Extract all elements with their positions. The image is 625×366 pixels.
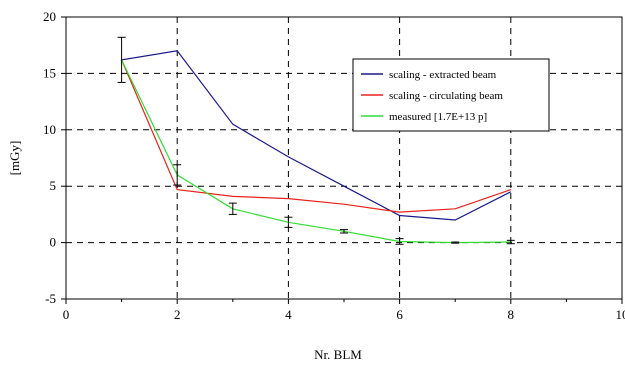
y-tick-label: 5 (50, 178, 57, 193)
series-line-1 (121, 59, 511, 213)
legend-box (352, 58, 550, 132)
error-bars (117, 36, 515, 245)
legend-label-circulating: scaling - circulating beam (389, 90, 503, 102)
x-tick-label: 0 (63, 307, 70, 322)
y-tick-label: 20 (43, 9, 56, 24)
x-axis-title: Nr. BLM (314, 347, 362, 362)
x-tick-label: 6 (396, 307, 403, 322)
y-tick-label: 10 (43, 122, 56, 137)
y-tick-label: -5 (45, 291, 56, 306)
axis-ticks: 0 2 4 6 8 10 -5 0 5 10 15 20 (43, 9, 625, 322)
series (121, 50, 512, 244)
y-tick-label: 15 (43, 65, 56, 80)
y-axis-title: [mGy] (7, 141, 22, 176)
legend: scaling - extracted beam scaling - circu… (352, 58, 550, 132)
series-line-0 (121, 50, 512, 221)
x-tick-label: 4 (285, 307, 292, 322)
x-tick-label: 10 (616, 307, 625, 322)
x-tick-label: 8 (508, 307, 515, 322)
y-tick-label: 0 (50, 235, 57, 250)
legend-label-extracted: scaling - extracted beam (389, 69, 497, 81)
legend-label-measured: measured [1.7E+13 p] (389, 111, 487, 123)
x-tick-label: 2 (174, 307, 181, 322)
series-line-2 (121, 59, 511, 244)
